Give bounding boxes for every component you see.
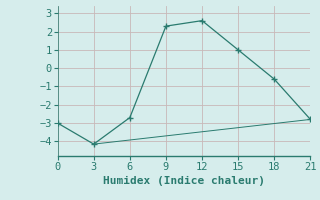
X-axis label: Humidex (Indice chaleur): Humidex (Indice chaleur) <box>103 176 265 186</box>
